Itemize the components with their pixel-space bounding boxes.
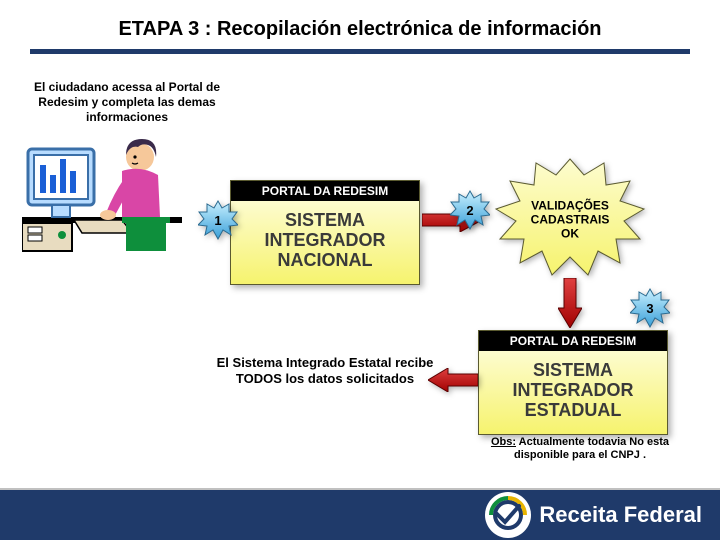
person-computer-clipart (22, 135, 182, 255)
obs-label: Obs: (491, 436, 516, 448)
portal-nacional-box: PORTAL DA REDESIM SISTEMA INTEGRADOR NAC… (230, 180, 420, 285)
footer-bar: Receita Federal (0, 490, 720, 540)
step-number-3: 3 (630, 288, 670, 328)
step-number-2: 2 (450, 190, 490, 230)
portal-estadual-line2: INTEGRADOR (483, 381, 663, 401)
footer-logo (485, 492, 531, 538)
validation-line2: CADASTRAIS (531, 213, 610, 227)
validation-line1: VALIDAÇÕES (531, 199, 610, 213)
observation-note: Obs: Actualmente todavia No esta disponi… (465, 436, 695, 462)
step-star-3: 3 (630, 288, 670, 328)
portal-estadual-box: PORTAL DA REDESIM SISTEMA INTEGRADOR EST… (478, 330, 668, 435)
portal-estadual-line1: SISTEMA (483, 361, 663, 381)
intro-text: El ciudadano acessa al Portal de Redesim… (12, 80, 242, 125)
portal-estadual-line3: ESTADUAL (483, 401, 663, 421)
obs-text: Actualmente todavia No esta disponible p… (514, 436, 669, 461)
portal-nacional-line3: NACIONAL (235, 251, 415, 271)
validation-starburst: VALIDAÇÕES CADASTRAIS OK (490, 155, 650, 285)
portal-estadual-body: SISTEMA INTEGRADOR ESTADUAL (479, 351, 667, 434)
portal-estadual-header: PORTAL DA REDESIM (479, 331, 667, 351)
portal-nacional-header: PORTAL DA REDESIM (231, 181, 419, 201)
portal-nacional-body: SISTEMA INTEGRADOR NACIONAL (231, 201, 419, 284)
estadual-caption: El Sistema Integrado Estatal recibe TODO… (210, 355, 440, 386)
title-underline (30, 49, 690, 54)
page-title: ETAPA 3 : Recopilación electrónica de in… (0, 0, 720, 49)
step-star-1: 1 (198, 200, 238, 240)
step-number-1: 1 (198, 200, 238, 240)
portal-nacional-line2: INTEGRADOR (235, 231, 415, 251)
step-star-2: 2 (450, 190, 490, 230)
portal-nacional-line1: SISTEMA (235, 211, 415, 231)
footer-brand: Receita Federal (539, 502, 702, 528)
validation-line3: OK (531, 227, 610, 241)
validation-text: VALIDAÇÕES CADASTRAIS OK (531, 199, 610, 240)
arrow-validation-to-estadual (558, 278, 582, 333)
